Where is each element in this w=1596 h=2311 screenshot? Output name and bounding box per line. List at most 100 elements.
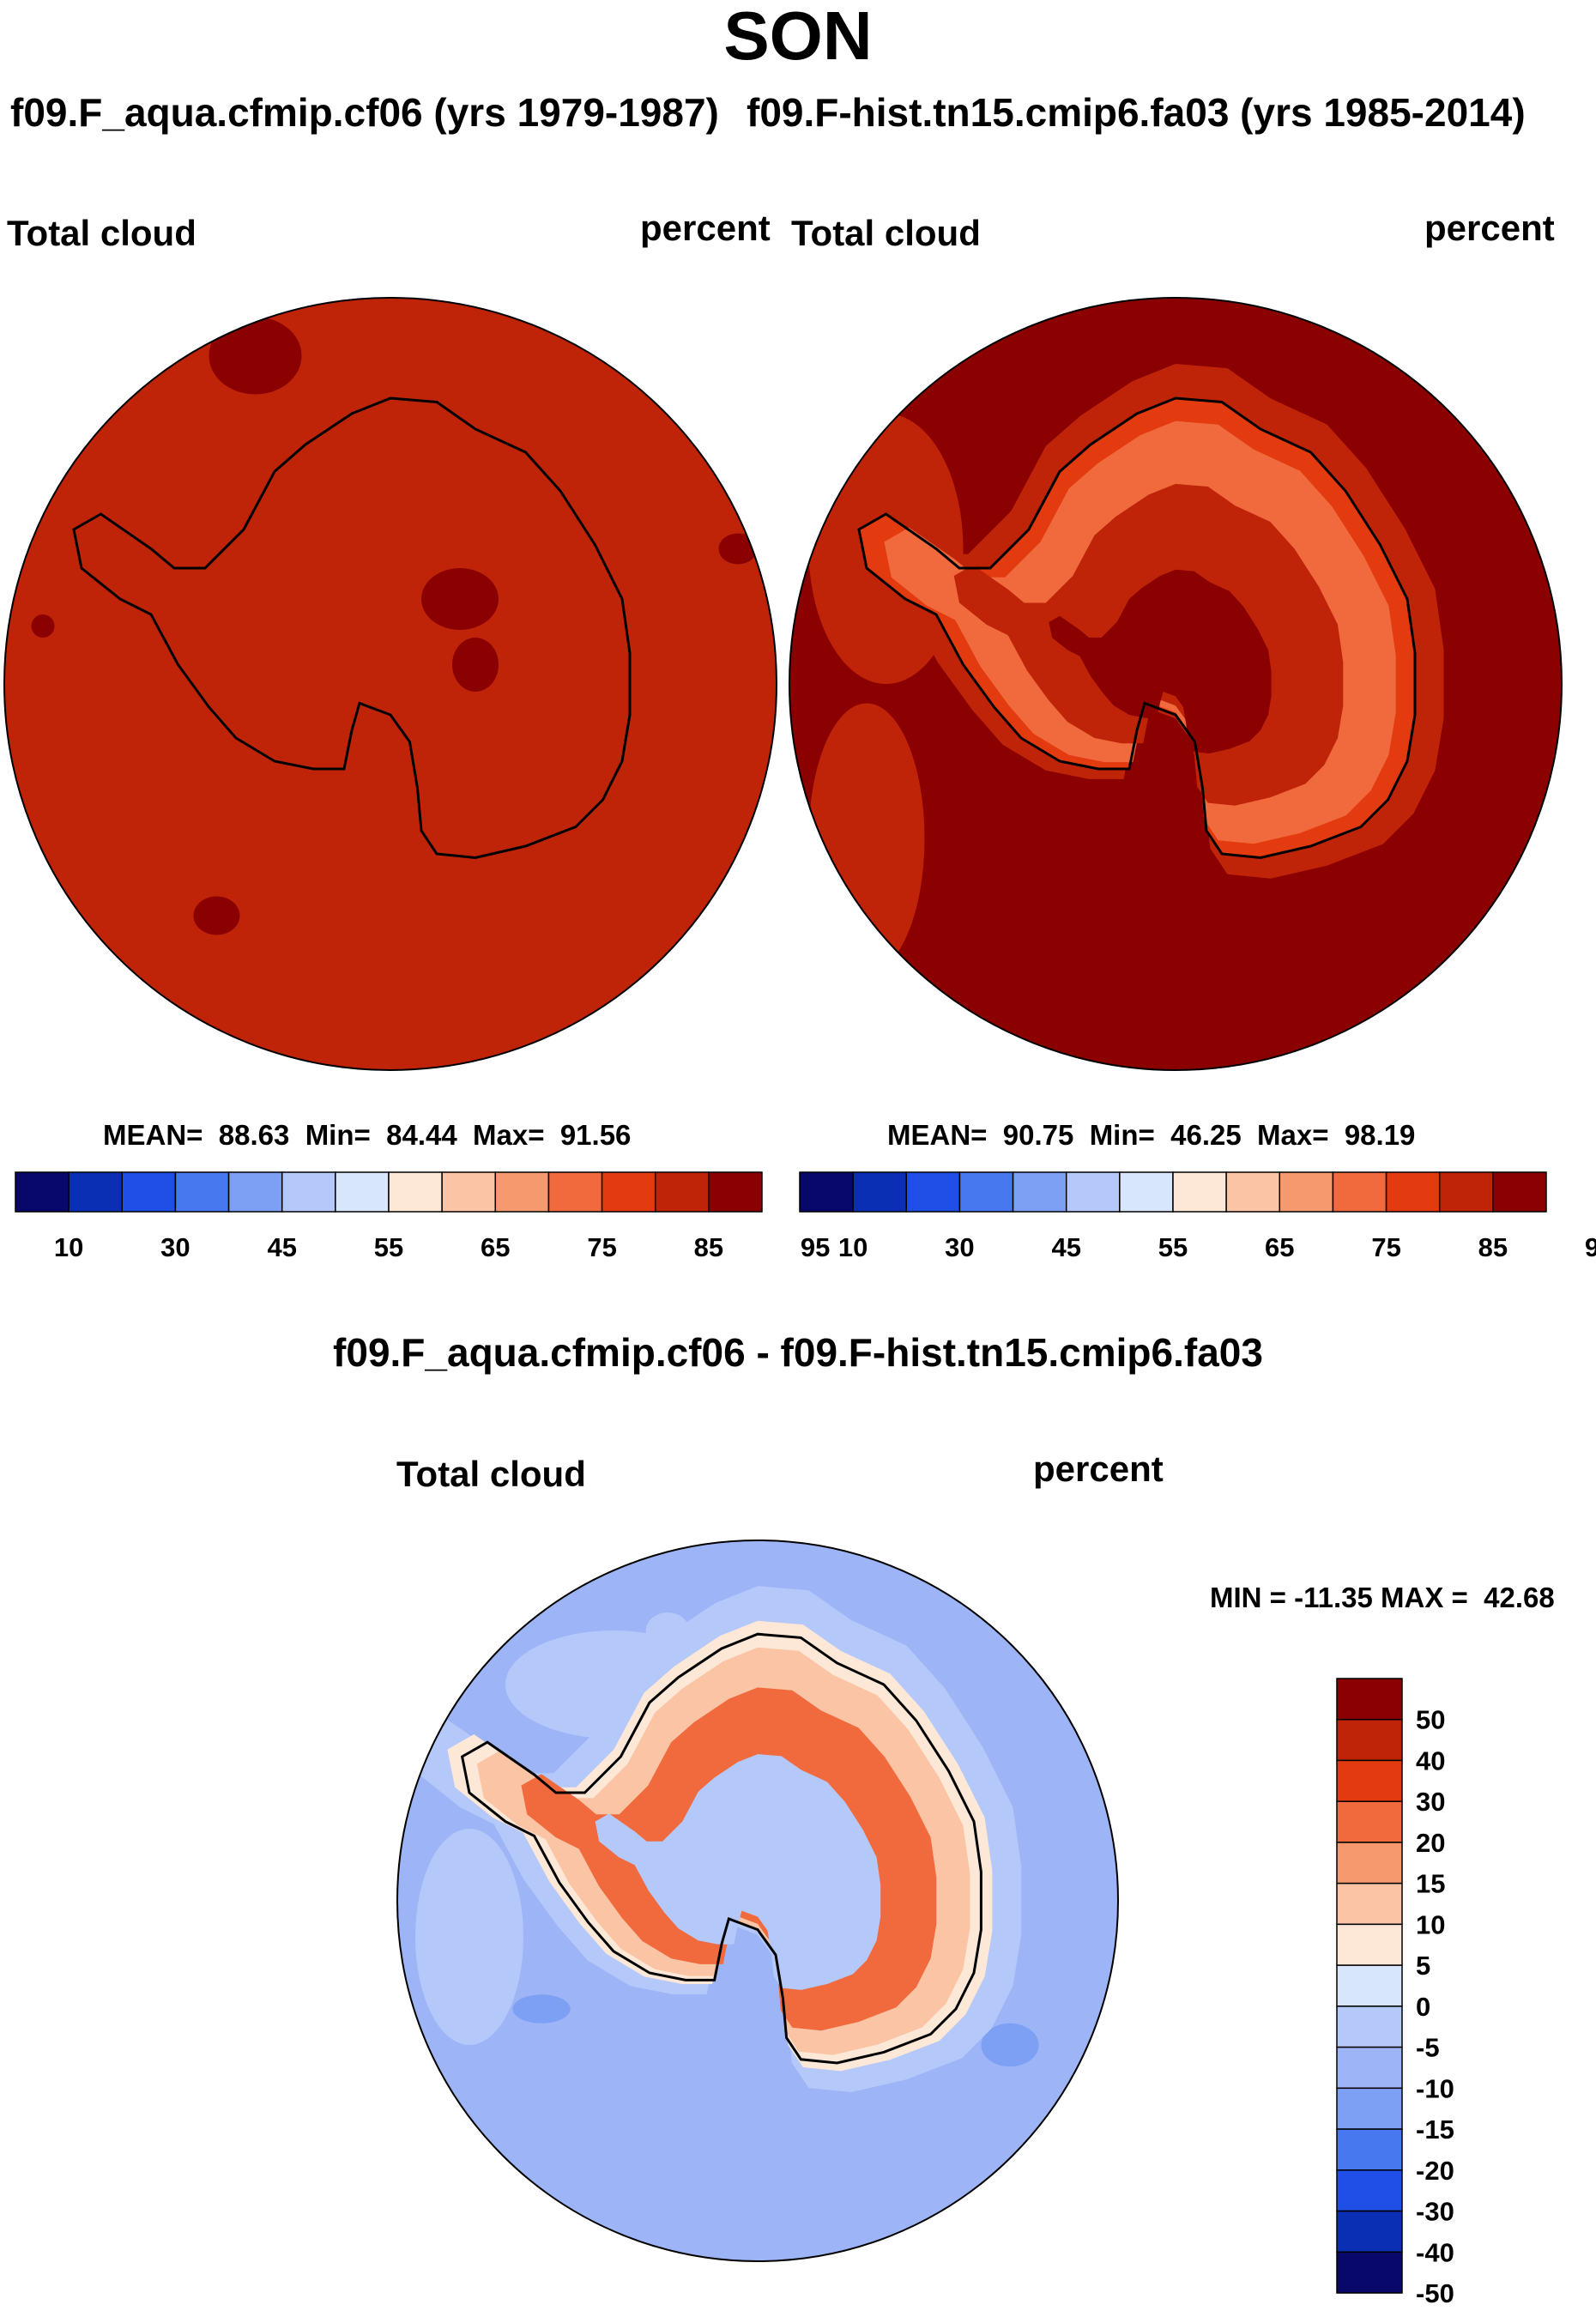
colorbar2-swatch xyxy=(1438,1171,1494,1213)
colorbar1-tick-label: 95 xyxy=(801,1232,830,1262)
colorbar2-tick-label: 30 xyxy=(945,1232,974,1262)
colorbar1-swatch xyxy=(601,1171,656,1213)
colorbar1-swatch xyxy=(281,1171,336,1213)
panel2-coastline xyxy=(857,396,1417,860)
colorbar3-tick-label: -20 xyxy=(1416,2156,1454,2186)
difference-title: f09.F_aqua.cfmip.cf06 - f09.F-hist.tn15.… xyxy=(333,1330,1263,1375)
panel1-frame xyxy=(3,297,777,1071)
panel1-patch xyxy=(193,896,240,935)
colorbar-panel1: 10 30 45 55 65 75 85 95 xyxy=(15,1171,830,1262)
panel2-title: f09.F-hist.tn15.cmip6.fa03 (yrs 1985-201… xyxy=(747,90,1526,135)
panel2-frame xyxy=(789,297,1563,1071)
colorbar1-tick-label: 30 xyxy=(160,1232,190,1262)
colorbar1-swatch xyxy=(494,1171,550,1213)
panel1-patch xyxy=(31,614,55,638)
colorbar3-tick-label: -5 xyxy=(1416,2033,1440,2063)
map-difference xyxy=(396,1540,1119,2262)
panel2-variable: Total cloud xyxy=(791,213,981,253)
colorbar2-tick-label: 85 xyxy=(1478,1232,1508,1262)
colorbar2-swatch xyxy=(905,1171,961,1213)
colorbar2-swatch xyxy=(1279,1171,1334,1213)
colorbar1-swatch xyxy=(388,1171,443,1213)
colorbar1-tick-label: 45 xyxy=(267,1232,296,1262)
map-panel1 xyxy=(3,297,777,1071)
colorbar-panel2: 10 30 45 55 65 75 85 95 xyxy=(799,1171,1596,1262)
colorbar2-swatch xyxy=(1385,1171,1441,1213)
difference-patch xyxy=(512,1994,571,2024)
colorbar2-tick-label: 95 xyxy=(1585,1232,1596,1262)
colorbar3-swatch xyxy=(1336,1882,1403,1926)
difference-frame xyxy=(396,1540,1119,2262)
panel1-ocean-fill xyxy=(4,298,777,1070)
colorbar2-swatch xyxy=(1225,1171,1281,1213)
colorbar3-tick-label: -15 xyxy=(1416,2114,1454,2145)
colorbar2-swatch xyxy=(1065,1171,1121,1213)
difference-stats: MIN = -11.35 MAX = 42.68 xyxy=(1210,1582,1555,1613)
panel2-field xyxy=(789,298,1562,1070)
colorbar3-tick-label: 0 xyxy=(1416,1992,1430,2022)
panel2-stats: MEAN= 90.75 Min= 46.25 Max= 98.19 xyxy=(887,1119,1416,1151)
season-title: SON xyxy=(723,0,873,74)
colorbar2-tick-label: 75 xyxy=(1371,1232,1400,1262)
panel1-patch xyxy=(421,568,499,630)
colorbar3-tick-label: 20 xyxy=(1416,1828,1445,1858)
colorbar1-swatch xyxy=(335,1171,390,1213)
panel1-title: f09.F_aqua.cfmip.cf06 (yrs 1979-1987) xyxy=(10,90,719,135)
panel2-patch xyxy=(808,703,925,974)
colorbar3-swatch xyxy=(1336,1964,1403,2007)
colorbar1-tick-label: 55 xyxy=(374,1232,403,1262)
colorbar3-swatch xyxy=(1336,2046,1403,2090)
colorbar2-swatch xyxy=(799,1171,854,1213)
difference-patch xyxy=(415,1829,523,2045)
colorbar3-tick-label: 30 xyxy=(1416,1787,1445,1817)
colorbar1-swatch xyxy=(708,1171,763,1213)
colorbar3-tick-label: 50 xyxy=(1416,1705,1445,1735)
difference-patch xyxy=(981,2023,1039,2067)
panel1-field xyxy=(4,298,777,1070)
colorbar1-swatch xyxy=(15,1171,70,1213)
panel1-patch xyxy=(452,638,499,692)
colorbar3-swatch xyxy=(1336,2005,1403,2048)
colorbar3-swatch xyxy=(1336,1923,1403,1966)
colorbar1-tick-label: 75 xyxy=(587,1232,616,1262)
difference-units: percent xyxy=(1033,1449,1164,1489)
colorbar1-tick-label: 10 xyxy=(54,1232,83,1262)
difference-contour-band xyxy=(595,1754,881,1990)
colorbar1-swatch xyxy=(441,1171,497,1213)
panel1-coastline xyxy=(72,396,632,860)
colorbar3-swatch xyxy=(1336,2128,1403,2171)
colorbar2-swatch xyxy=(852,1171,908,1213)
panel1-patch xyxy=(718,533,758,565)
colorbar3-tick-label: -40 xyxy=(1416,2237,1454,2267)
colorbar2-swatch xyxy=(1332,1171,1387,1213)
colorbar3-swatch xyxy=(1336,1759,1403,1802)
panel1-variable: Total cloud xyxy=(7,213,196,253)
colorbar3-tick-label: -30 xyxy=(1416,2197,1454,2227)
colorbar2-swatch xyxy=(1492,1171,1547,1213)
colorbar3-swatch xyxy=(1336,2251,1403,2294)
colorbar2-swatch xyxy=(1119,1171,1174,1213)
panel1-stats: MEAN= 88.63 Min= 84.44 Max= 91.56 xyxy=(103,1119,632,1151)
colorbar1-tick-label: 85 xyxy=(694,1232,723,1262)
panel2-units: percent xyxy=(1424,208,1555,248)
colorbar3-tick-label: -10 xyxy=(1416,2073,1454,2103)
colorbar3-swatch xyxy=(1336,2087,1403,2130)
colorbar2-tick-label: 65 xyxy=(1265,1232,1294,1262)
colorbar3-swatch xyxy=(1336,2169,1403,2212)
colorbar1-tick-label: 65 xyxy=(481,1232,510,1262)
colorbar3-tick-label: 15 xyxy=(1416,1869,1445,1899)
colorbar1-swatch xyxy=(174,1171,230,1213)
colorbar2-tick-label: 45 xyxy=(1051,1232,1080,1262)
colorbar1-swatch xyxy=(547,1171,603,1213)
colorbar3-swatch xyxy=(1336,1842,1403,1884)
difference-coastline xyxy=(460,1632,982,2065)
panel2-contour-band xyxy=(1049,569,1272,753)
colorbar3-tick-label: -50 xyxy=(1416,2278,1454,2308)
colorbar3-swatch xyxy=(1336,1800,1403,1843)
panel1-patch xyxy=(209,317,302,395)
colorbar3-swatch xyxy=(1336,1678,1403,1721)
colorbar1-swatch xyxy=(68,1171,124,1213)
colorbar2-tick-label: 55 xyxy=(1158,1232,1188,1262)
